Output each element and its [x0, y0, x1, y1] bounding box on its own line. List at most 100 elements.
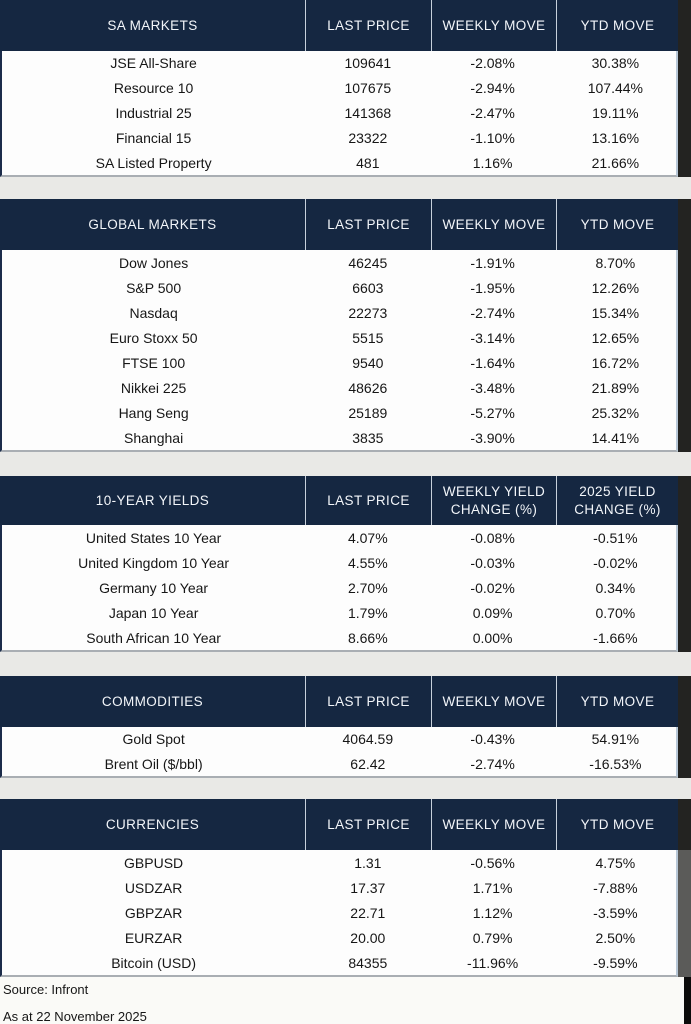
value-cell: 54.91%	[591, 731, 640, 748]
table-row: Germany 10 Year 2.70% -0.02% 0.34%	[2, 575, 676, 600]
table-header-row: GLOBAL MARKETS LAST PRICE WEEKLY MOVE YT…	[0, 199, 678, 250]
row-label: EURZAR	[124, 929, 183, 946]
table-row: EURZAR 20.00 0.79% 2.50%	[2, 925, 676, 950]
value-cell: 20.00	[350, 929, 386, 946]
value-cell: 62.42	[350, 755, 386, 772]
row-label: Euro Stoxx 50	[109, 329, 198, 346]
table-row: Shanghai 3835 -3.90% 14.41%	[2, 425, 676, 450]
value-cell: 0.79%	[472, 929, 513, 946]
section-divider	[0, 177, 691, 199]
column-header-weekly-move: WEEKLY MOVE	[431, 676, 556, 727]
table-body: Gold Spot 4064.59 -0.43% 54.91% Brent Oil ($…	[0, 727, 678, 778]
row-label: GBPUSD	[124, 854, 184, 871]
value-cell: -2.74%	[470, 304, 515, 321]
table-row: Financial 15 23322 -1.10% 13.16%	[2, 125, 676, 150]
row-label: Nasdaq	[129, 304, 178, 321]
value-cell: -3.90%	[470, 429, 515, 446]
column-header-ytd-move: YTD MOVE	[556, 799, 678, 850]
row-label: Hang Seng	[118, 404, 189, 421]
value-cell: 5515	[352, 329, 384, 346]
row-label: Resource 10	[113, 80, 194, 97]
column-header-last-price: LAST PRICE	[305, 199, 431, 250]
table-global-markets: GLOBAL MARKETS LAST PRICE WEEKLY MOVE YT…	[0, 199, 678, 452]
row-label: JSE All-Share	[110, 55, 197, 72]
value-cell: 9540	[352, 354, 384, 371]
column-header-last-price: LAST PRICE	[305, 799, 431, 850]
value-cell: 4.55%	[347, 554, 388, 571]
column-header-weekly-move: WEEKLY MOVE	[431, 0, 556, 51]
table-row: FTSE 100 9540 -1.64% 16.72%	[2, 350, 676, 375]
table-body: Dow Jones 46245 -1.91% 8.70% S&P 500 6603 -1.9…	[0, 250, 678, 452]
table-row: Gold Spot 4064.59 -0.43% 54.91%	[2, 727, 676, 752]
value-cell: -0.56%	[470, 854, 515, 871]
table-header-row: COMMODITIES LAST PRICE WEEKLY MOVE YTD M…	[0, 676, 678, 727]
section-divider	[0, 778, 691, 799]
value-cell: 4.75%	[595, 854, 636, 871]
value-cell: -16.53%	[589, 755, 642, 772]
value-cell: 84355	[348, 954, 388, 971]
row-label: Bitcoin (USD)	[111, 954, 196, 971]
row-label: Japan 10 Year	[108, 604, 199, 621]
table-row: United Kingdom 10 Year 4.55% -0.03% -0.02%	[2, 550, 676, 575]
table-row: Bitcoin (USD) 84355 -11.96% -9.59%	[2, 950, 676, 975]
column-header-ytd-move: YTD MOVE	[556, 199, 678, 250]
column-header-last-price: LAST PRICE	[305, 476, 431, 525]
value-cell: 17.37	[350, 879, 386, 896]
table-title: CURRENCIES	[105, 816, 200, 832]
value-cell: -2.94%	[470, 80, 515, 97]
row-label: Gold Spot	[122, 731, 185, 748]
value-cell: 23322	[348, 129, 388, 146]
value-cell: -11.96%	[467, 954, 519, 971]
table-body: JSE All-Share 109641 -2.08% 30.38% Resource …	[0, 51, 678, 177]
table-currencies: CURRENCIES LAST PRICE WEEKLY MOVE YTD MO…	[0, 799, 678, 977]
table-row: JSE All-Share 109641 -2.08% 30.38%	[2, 51, 676, 76]
column-header-ytd-move: YTD MOVE	[556, 676, 678, 727]
column-header-weekly-move: WEEKLY MOVE	[431, 199, 556, 250]
value-cell: 14.41%	[591, 429, 640, 446]
value-cell: 13.16%	[591, 129, 640, 146]
value-cell: 141368	[344, 104, 392, 121]
value-cell: -0.02%	[593, 554, 638, 571]
value-cell: -7.88%	[593, 879, 638, 896]
value-cell: 22.71	[350, 904, 386, 921]
table-row: Dow Jones 46245 -1.91% 8.70%	[2, 250, 676, 275]
row-label: Brent Oil ($/bbl)	[104, 755, 203, 772]
column-header-2025-yield-change: 2025 YIELD CHANGE (%)	[556, 476, 678, 525]
value-cell: -3.48%	[470, 379, 515, 396]
value-cell: 8.70%	[595, 254, 636, 271]
table-row: Nasdaq 22273 -2.74% 15.34%	[2, 300, 676, 325]
value-cell: -5.27%	[470, 404, 515, 421]
value-cell: 46245	[348, 254, 388, 271]
row-label: Nikkei 225	[120, 379, 187, 396]
table-title: COMMODITIES	[101, 693, 204, 709]
value-cell: -0.02%	[470, 579, 515, 596]
table-row: Japan 10 Year 1.79% 0.09% 0.70%	[2, 600, 676, 625]
row-label: GBPZAR	[124, 904, 183, 921]
table-10-year-yields: 10-YEAR YIELDS LAST PRICE WEEKLY YIELD C…	[0, 476, 678, 652]
row-label: SA Listed Property	[95, 154, 212, 171]
table-commodities: COMMODITIES LAST PRICE WEEKLY MOVE YTD M…	[0, 676, 678, 778]
row-label: United Kingdom 10 Year	[78, 554, 230, 571]
value-cell: 6603	[352, 279, 384, 296]
value-cell: -1.66%	[593, 629, 638, 646]
value-cell: 4064.59	[342, 731, 394, 748]
value-cell: 21.89%	[591, 379, 640, 396]
footer: Source: Infront As at 22 November 2025	[0, 977, 684, 1024]
value-cell: 0.70%	[595, 604, 636, 621]
value-cell: 8.66%	[347, 629, 388, 646]
value-cell: -3.14%	[470, 329, 515, 346]
table-row: Hang Seng 25189 -5.27% 25.32%	[2, 400, 676, 425]
value-cell: -1.10%	[470, 129, 515, 146]
value-cell: 21.66%	[591, 154, 640, 171]
row-label: Industrial 25	[115, 104, 192, 121]
row-label: S&P 500	[126, 279, 182, 296]
value-cell: 48626	[348, 379, 388, 396]
scrollbar-thumb[interactable]	[678, 850, 691, 977]
value-cell: 4.07%	[347, 529, 388, 546]
table-row: Euro Stoxx 50 5515 -3.14% 12.65%	[2, 325, 676, 350]
value-cell: 12.65%	[591, 329, 640, 346]
value-cell: 481	[356, 154, 380, 171]
row-label: USDZAR	[124, 879, 183, 896]
